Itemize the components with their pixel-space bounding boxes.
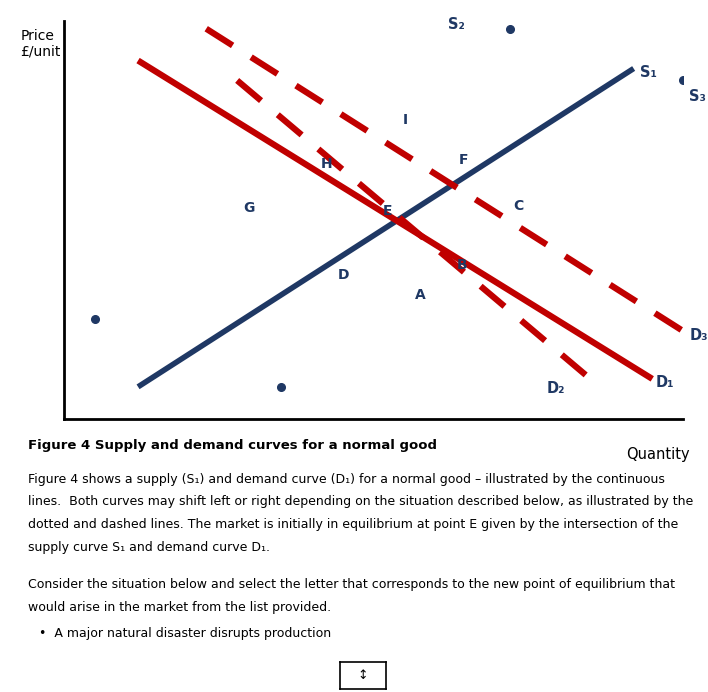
- Text: •  A major natural disaster disrupts production: • A major natural disaster disrupts prod…: [39, 627, 331, 640]
- Text: G: G: [244, 201, 255, 215]
- Text: D₂: D₂: [547, 381, 566, 397]
- Text: lines.  Both curves may shift left or right depending on the situation described: lines. Both curves may shift left or rig…: [28, 495, 694, 509]
- Text: ↕: ↕: [358, 669, 368, 682]
- Text: D₃: D₃: [690, 327, 708, 343]
- Text: Quantity: Quantity: [626, 446, 690, 462]
- Text: Figure 4 Supply and demand curves for a normal good: Figure 4 Supply and demand curves for a …: [28, 439, 438, 453]
- Text: H: H: [321, 157, 333, 171]
- Text: C: C: [513, 199, 523, 212]
- Text: D₁: D₁: [656, 375, 674, 390]
- Text: A: A: [415, 289, 426, 302]
- Text: Figure 4 shows a supply (S₁) and demand curve (D₁) for a normal good – illustrat: Figure 4 shows a supply (S₁) and demand …: [28, 473, 666, 486]
- Text: E: E: [383, 203, 392, 217]
- Text: D: D: [338, 268, 349, 282]
- Text: Price
£/unit: Price £/unit: [21, 29, 61, 59]
- Text: supply curve S₁ and demand curve D₁.: supply curve S₁ and demand curve D₁.: [28, 541, 270, 554]
- Text: dotted and dashed lines. The market is initially in equilibrium at point E given: dotted and dashed lines. The market is i…: [28, 518, 678, 531]
- Text: F: F: [458, 153, 468, 167]
- Text: S₂: S₂: [448, 17, 464, 33]
- Text: B: B: [457, 259, 468, 273]
- Text: Consider the situation below and select the letter that corresponds to the new p: Consider the situation below and select …: [28, 578, 675, 591]
- Text: S₁: S₁: [640, 65, 657, 80]
- Text: would arise in the market from the list provided.: would arise in the market from the list …: [28, 601, 331, 614]
- Text: S₃: S₃: [690, 89, 707, 104]
- Text: I: I: [403, 113, 408, 127]
